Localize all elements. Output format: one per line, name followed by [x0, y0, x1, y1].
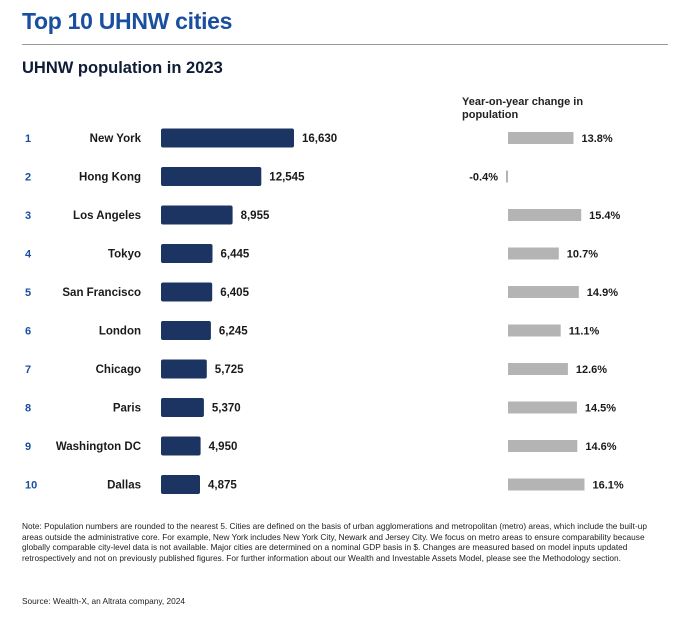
city-label: Tokyo	[108, 249, 141, 261]
population-bar	[161, 282, 213, 302]
city-label: London	[99, 326, 141, 338]
yoy-bar	[508, 324, 561, 337]
city-label: Washington DC	[56, 441, 141, 453]
yoy-bar	[508, 132, 574, 144]
rank-label: 5	[25, 287, 31, 299]
population-bar	[161, 436, 201, 456]
population-value-label: 6,445	[221, 249, 250, 261]
population-bar	[161, 205, 233, 225]
population-bar	[161, 128, 294, 148]
population-bar	[161, 167, 262, 186]
population-bar	[161, 244, 213, 263]
population-bar	[161, 398, 204, 417]
rank-label: 3	[25, 210, 31, 222]
population-bar	[161, 321, 211, 340]
yoy-bar	[508, 286, 579, 298]
uhnw-chart: 1 New York 16,630 13.8% 2 Hong Kong 12,545 -0.4…	[25, 128, 624, 494]
city-label: New York	[90, 133, 142, 145]
yoy-value-label: -0.4%	[469, 172, 498, 184]
rank-label: 2	[25, 172, 31, 184]
population-value-label: 5,370	[212, 403, 241, 415]
city-label: San Francisco	[62, 287, 141, 299]
yoy-value-label: 12.6%	[576, 364, 607, 376]
population-value-label: 8,955	[241, 210, 270, 222]
title-divider	[22, 44, 668, 45]
yoy-value-label: 16.1%	[593, 480, 624, 492]
city-label: Dallas	[107, 480, 141, 492]
population-value-label: 12,545	[269, 172, 305, 184]
yoy-bar	[508, 247, 559, 260]
population-value-label: 5,725	[215, 364, 244, 376]
rank-label: 6	[25, 326, 31, 338]
yoy-value-label: 14.6%	[585, 441, 616, 453]
yoy-value-label: 14.5%	[585, 403, 616, 415]
population-value-label: 6,245	[219, 326, 248, 338]
yoy-bar	[508, 401, 577, 414]
yoy-chart-title: Year-on-year change in population	[462, 96, 584, 121]
page-title: Top 10 UHNW cities	[22, 8, 233, 34]
yoy-value-label: 11.1%	[569, 326, 600, 338]
rank-label: 7	[25, 364, 31, 376]
yoy-bar	[508, 478, 585, 491]
population-value-label: 4,875	[208, 480, 237, 492]
chart-note: Note: Population numbers are rounded to …	[22, 521, 647, 563]
population-bar	[161, 359, 207, 379]
city-label: Chicago	[96, 364, 141, 376]
rank-label: 10	[25, 480, 37, 492]
yoy-bar	[508, 363, 568, 375]
population-value-label: 4,950	[209, 441, 238, 453]
yoy-value-label: 15.4%	[589, 210, 620, 222]
population-value-label: 16,630	[302, 133, 337, 145]
rank-label: 4	[25, 249, 32, 261]
rank-label: 8	[25, 403, 31, 415]
chart-title: UHNW population in 2023	[22, 59, 223, 77]
yoy-value-label: 10.7%	[567, 249, 598, 261]
city-label: Hong Kong	[79, 172, 141, 184]
yoy-bar	[506, 170, 508, 183]
population-bar	[161, 475, 200, 494]
rank-label: 9	[25, 441, 31, 453]
yoy-value-label: 13.8%	[582, 133, 613, 145]
rank-label: 1	[25, 133, 31, 145]
yoy-value-label: 14.9%	[587, 287, 618, 299]
city-label: Los Angeles	[73, 210, 141, 222]
city-label: Paris	[113, 403, 141, 415]
chart-source: Source: Wealth-X, an Altrata company, 20…	[22, 596, 185, 606]
population-value-label: 6,405	[220, 287, 249, 299]
yoy-bar	[508, 209, 582, 221]
yoy-bar	[508, 440, 578, 452]
